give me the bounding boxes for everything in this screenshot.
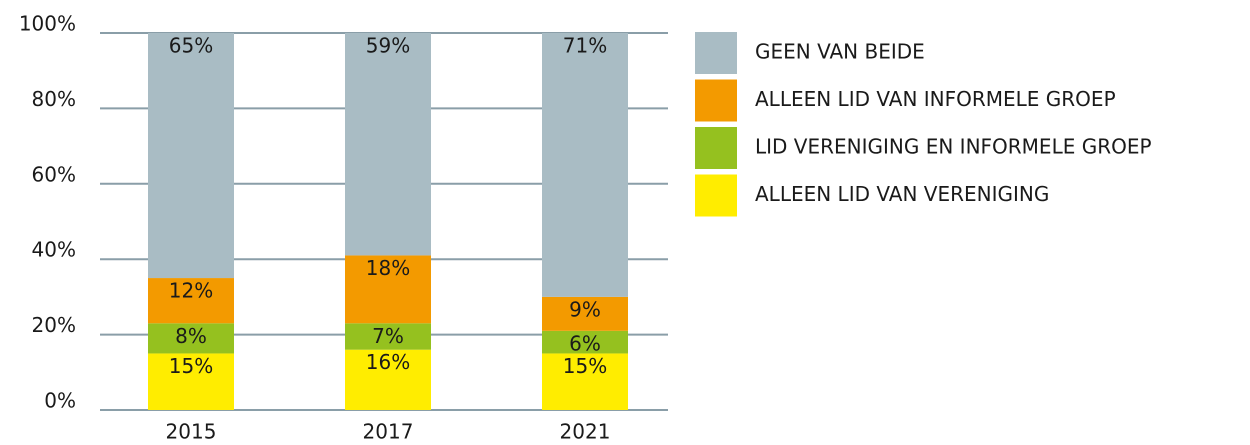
bar-segment	[148, 353, 234, 410]
value-label: 12%	[169, 279, 213, 303]
bar-segment	[345, 255, 431, 324]
value-label: 65%	[169, 34, 213, 58]
bar-segment	[148, 323, 234, 354]
legend-label: ALLEEN LID VAN INFORMELE GROEP	[755, 87, 1116, 111]
value-label: 6%	[569, 331, 601, 355]
y-tick-label: 60%	[32, 162, 76, 186]
value-label: 16%	[366, 350, 410, 374]
y-tick-label: 80%	[32, 87, 76, 111]
legend-label: LID VERENIGING EN INFORMELE GROEP	[755, 135, 1152, 159]
x-tick-label: 2015	[166, 420, 217, 444]
legend-swatch	[695, 127, 737, 169]
bar-segment	[542, 33, 628, 297]
bar-segment	[148, 278, 234, 324]
bar-segment	[345, 33, 431, 256]
bar-segment	[542, 296, 628, 331]
value-label: 59%	[366, 34, 410, 58]
value-label: 9%	[569, 297, 601, 321]
value-label: 7%	[372, 324, 404, 348]
x-tick-label: 2021	[560, 420, 611, 444]
value-label: 8%	[175, 324, 207, 348]
value-label: 15%	[563, 354, 607, 378]
bar-segment	[148, 33, 234, 279]
legend-label: ALLEEN LID VAN VERENIGING	[755, 182, 1049, 206]
value-label: 71%	[563, 34, 607, 58]
bar-segment	[345, 349, 431, 410]
value-label: 15%	[169, 354, 213, 378]
bar-segment	[345, 323, 431, 350]
legend-swatch	[695, 79, 737, 122]
legend-swatch	[695, 32, 737, 74]
x-tick-label: 2017	[363, 420, 414, 444]
legend-swatch	[695, 174, 737, 217]
value-label: 18%	[366, 256, 410, 280]
y-tick-label: 40%	[32, 238, 76, 262]
bar-segment	[542, 330, 628, 354]
bar-segment	[542, 353, 628, 410]
y-tick-label: 100%	[19, 12, 76, 36]
legend-label: GEEN VAN BEIDE	[755, 40, 925, 64]
y-tick-label: 0%	[44, 389, 76, 413]
y-tick-label: 20%	[32, 313, 76, 337]
